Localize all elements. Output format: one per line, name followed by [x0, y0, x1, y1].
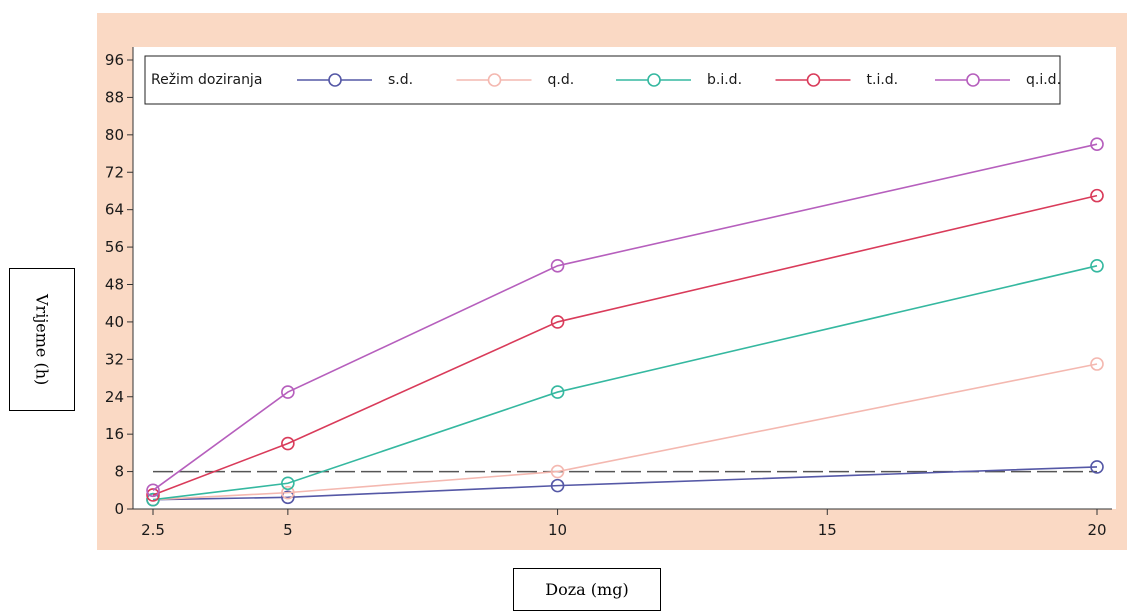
data-point	[281, 485, 295, 500]
y-axis-label: Vrijeme (h)	[32, 293, 52, 386]
data-point	[550, 315, 565, 329]
data-point	[1090, 357, 1104, 371]
y-tick-label: 56	[105, 238, 124, 256]
x-tick-label: 5	[283, 521, 293, 539]
legend-box	[144, 55, 1061, 105]
data-point	[1090, 137, 1104, 151]
x-tick-label: 2.5	[141, 521, 165, 539]
legend-swatch-marker	[328, 73, 342, 87]
series-line-bid	[152, 265, 1098, 501]
data-point	[1090, 258, 1104, 273]
data-point	[1090, 188, 1104, 203]
y-axis-label-box: Vrijeme (h)	[9, 268, 75, 411]
legend-swatch-marker	[966, 73, 980, 87]
legend-entry-label: s.d.	[388, 72, 413, 88]
legend-entry-label: t.i.d.	[867, 72, 899, 88]
y-tick-label: 0	[114, 500, 124, 518]
chart: 0 8 16 24 32 40 48 56 64 72 80 88 96 2.5 5 10 15 20 Režim…	[97, 13, 1127, 550]
x-axis-label-box: Doza (mg)	[513, 568, 661, 611]
x-tick-label: 15	[818, 521, 837, 539]
y-tick-label: 40	[105, 313, 124, 331]
series-line-qd	[152, 363, 1098, 501]
data-point	[550, 478, 565, 493]
series-line-sd	[152, 466, 1098, 501]
y-tick-label: 24	[105, 388, 124, 406]
data-point	[550, 258, 565, 273]
plot-area	[133, 47, 1116, 509]
data-point	[281, 385, 295, 399]
legend-swatch-marker	[647, 73, 661, 87]
x-tick-label: 10	[548, 521, 567, 539]
y-tick-label: 72	[105, 163, 124, 181]
series-line-tid	[152, 194, 1098, 496]
data-point	[281, 436, 295, 451]
y-tick-label: 96	[105, 51, 124, 69]
data-point	[1090, 460, 1104, 474]
data-point	[281, 476, 295, 491]
legend: Režim doziranja s.d. q.d. b.i.d. t.i.d. q.i.d…	[144, 55, 1061, 105]
data-point	[146, 492, 160, 507]
data-point	[146, 483, 160, 498]
data-point	[550, 385, 565, 399]
series-group	[146, 137, 1104, 507]
legend-swatch-marker	[806, 73, 821, 87]
legend-swatch-marker	[487, 73, 502, 87]
data-point	[550, 464, 565, 479]
y-tick-label: 32	[105, 350, 124, 368]
legend-entry-label: q.d.	[548, 72, 575, 88]
y-tick-label: 80	[105, 126, 124, 144]
series-line-qid	[152, 143, 1098, 491]
legend-entry-label: b.i.d.	[707, 72, 742, 88]
y-tick-label: 8	[114, 463, 124, 481]
y-tick-label: 64	[105, 201, 124, 219]
data-point	[146, 488, 160, 502]
legend-entry-label: q.i.d.	[1026, 72, 1061, 88]
data-point	[281, 490, 295, 505]
y-tick-label: 16	[105, 425, 124, 443]
x-tick-label: 20	[1087, 521, 1106, 539]
y-tick-label: 88	[105, 88, 124, 106]
x-axis-label: Doza (mg)	[545, 580, 629, 599]
y-tick-label: 48	[105, 276, 124, 294]
legend-title: Režim doziranja	[151, 72, 262, 88]
axes: 0 8 16 24 32 40 48 56 64 72 80 88 96 2.5 5 10 15 20	[105, 47, 1112, 539]
